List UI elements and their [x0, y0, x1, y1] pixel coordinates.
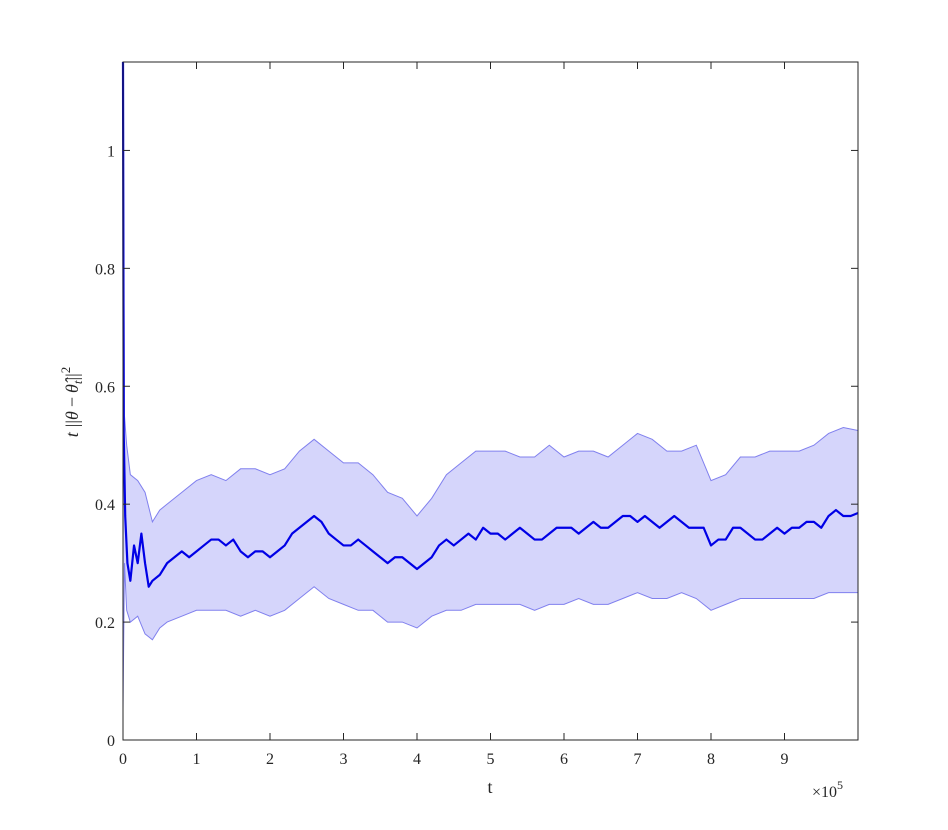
y-tick-label: 0.2 [95, 615, 115, 632]
x-axis-ticks: 0 1 2 3 4 5 6 7 8 9 [119, 62, 789, 768]
x-tick-label: 6 [560, 751, 568, 768]
x-multiplier-base: ×10 [812, 784, 837, 801]
confidence-band [123, 62, 858, 711]
y-label-subscript: t [70, 380, 85, 384]
y-label-superscript: 2 [58, 367, 73, 374]
y-label-minus: − [62, 397, 82, 407]
x-multiplier-exponent: 5 [837, 778, 843, 792]
x-tick-label: 7 [634, 751, 642, 768]
y-tick-label: 0.4 [95, 497, 115, 514]
lower-bound-line [122, 563, 858, 711]
y-tick-label: 1 [107, 143, 115, 160]
y-label-t: t [62, 431, 82, 437]
y-label-close-norm: || [62, 373, 82, 380]
y-tick-label: 0 [107, 733, 115, 750]
x-axis-multiplier: ×105 [812, 778, 843, 801]
x-axis-label: t [487, 777, 492, 797]
x-tick-label: 5 [487, 751, 495, 768]
y-label-theta: θ [62, 411, 82, 420]
x-tick-label: 1 [193, 751, 201, 768]
x-tick-label: 0 [119, 751, 127, 768]
upper-bound-line [122, 61, 859, 524]
y-axis-label: t||θ−θ̂t||2 [58, 367, 85, 437]
plot-background [123, 62, 858, 740]
x-tick-label: 4 [413, 751, 421, 768]
x-tick-label: 3 [340, 751, 348, 768]
mean-line [121, 61, 859, 588]
x-tick-label: 2 [266, 751, 274, 768]
x-tick-label: 9 [781, 751, 789, 768]
y-label-open-norm: || [62, 420, 82, 427]
y-tick-label: 0.8 [95, 261, 115, 278]
y-tick-label: 0.6 [95, 379, 115, 396]
y-axis-ticks: 0 0.2 0.4 0.6 0.8 1 [95, 143, 858, 750]
x-tick-label: 8 [707, 751, 715, 768]
